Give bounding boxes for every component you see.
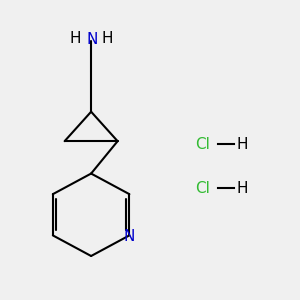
Text: H: H (102, 31, 113, 46)
Text: H: H (237, 181, 248, 196)
Text: H: H (69, 31, 81, 46)
Text: Cl: Cl (196, 136, 210, 152)
Text: Cl: Cl (196, 181, 210, 196)
Text: N: N (124, 230, 135, 244)
Text: N: N (86, 32, 98, 47)
Text: H: H (237, 136, 248, 152)
